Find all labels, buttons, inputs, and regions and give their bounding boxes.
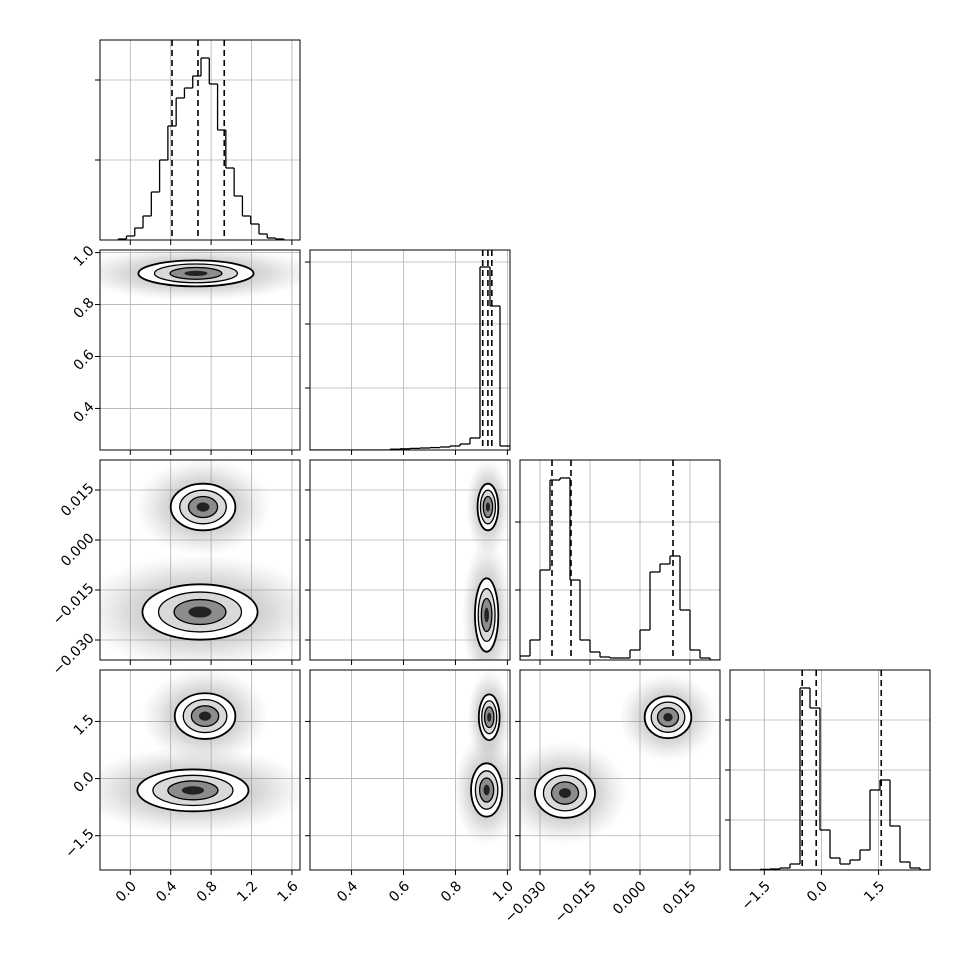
y-tick-label: 1.0 xyxy=(71,243,98,270)
contour xyxy=(487,712,492,722)
y-tick-label: 1.5 xyxy=(71,712,98,739)
y-tick-label: −0.015 xyxy=(50,580,98,628)
panel-frame xyxy=(99,39,301,241)
density xyxy=(100,250,300,301)
panel-frame xyxy=(519,459,721,661)
panel-frame xyxy=(729,669,931,871)
y-tick-label: 0.015 xyxy=(58,480,98,520)
y-tick-label: −0.030 xyxy=(50,630,98,678)
density xyxy=(453,670,510,846)
x-tick-label: −0.015 xyxy=(552,878,600,926)
panel-frame xyxy=(99,669,301,871)
x-tick-label: 0.015 xyxy=(660,878,700,918)
contour xyxy=(663,713,673,722)
contour xyxy=(198,711,212,721)
x-tick-label: 0.6 xyxy=(386,878,413,905)
y-tick-label: 0.6 xyxy=(71,347,98,374)
x-tick-label: 1.6 xyxy=(275,878,302,905)
panel-frame xyxy=(309,249,511,451)
histogram xyxy=(730,670,930,870)
x-tick-label: 0.4 xyxy=(334,878,361,905)
y-tick-label: 0.000 xyxy=(58,530,98,570)
contour xyxy=(559,788,571,798)
x-tick-label: 0.0 xyxy=(113,878,140,905)
x-tick-label: 1.5 xyxy=(861,878,888,905)
y-tick-label: −1.5 xyxy=(62,826,97,861)
panel xyxy=(100,40,300,240)
panel-frame xyxy=(519,669,721,871)
panel xyxy=(310,250,510,450)
contour xyxy=(483,784,490,796)
y-tick-label: 0.0 xyxy=(71,769,98,796)
histogram xyxy=(310,250,510,450)
density xyxy=(520,673,717,846)
panel xyxy=(730,670,930,870)
x-tick-label: 0.8 xyxy=(194,878,221,905)
x-tick-label: 0.4 xyxy=(153,878,180,905)
x-tick-label: 0.000 xyxy=(610,878,650,918)
y-tick-label: 0.4 xyxy=(71,399,98,426)
density xyxy=(100,670,300,835)
x-tick-label: 0.8 xyxy=(438,878,465,905)
panel-frame xyxy=(99,249,301,451)
x-tick-label: 1.2 xyxy=(234,878,261,905)
x-tick-label: 1.0 xyxy=(490,878,517,905)
contour xyxy=(188,606,212,618)
density xyxy=(462,460,510,660)
panel-frame xyxy=(99,459,301,661)
histogram xyxy=(117,40,285,240)
x-tick-label: 0.0 xyxy=(804,878,831,905)
panel-frame xyxy=(309,669,511,871)
contour xyxy=(181,786,205,795)
contour xyxy=(485,502,491,512)
density xyxy=(100,460,300,660)
contour xyxy=(196,502,210,512)
contour xyxy=(184,270,208,276)
y-tick-label: 0.8 xyxy=(71,295,98,322)
panel-frame xyxy=(309,459,511,661)
contour xyxy=(484,607,489,623)
x-tick-label: −1.5 xyxy=(739,878,774,913)
